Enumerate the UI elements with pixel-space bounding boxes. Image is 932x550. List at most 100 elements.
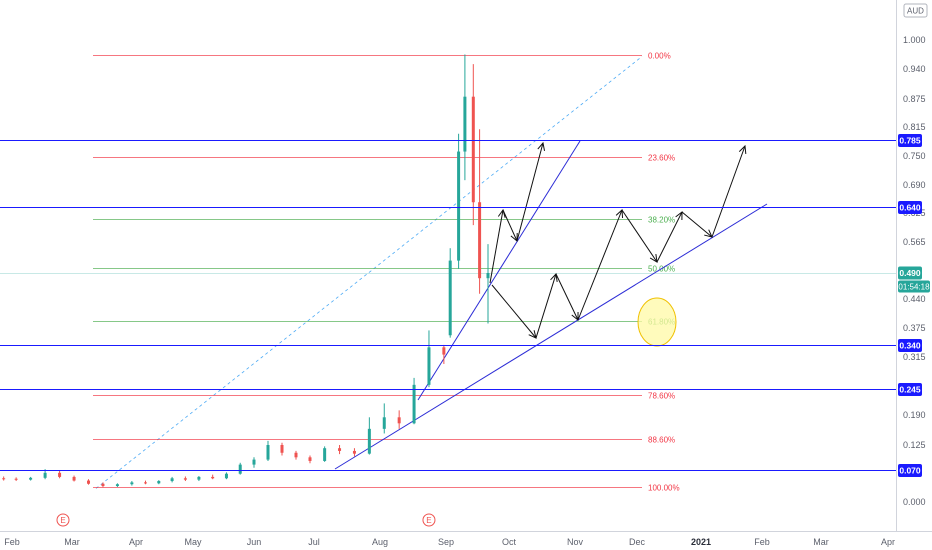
countdown-tag-label: 01:54:18 <box>898 283 930 292</box>
time-axis-tick-label: Dec <box>629 537 646 547</box>
horizontal-levels[interactable] <box>0 140 896 471</box>
candle-body <box>463 96 467 152</box>
time-axis-tick-label: May <box>184 537 202 547</box>
time-axis-tick-label: Mar <box>64 537 80 547</box>
candle-body <box>157 481 161 484</box>
level-price-tag-label: 0.070 <box>899 466 921 476</box>
long-support-trendline[interactable] <box>334 203 768 470</box>
level-price-tag-label: 0.640 <box>899 203 921 213</box>
candle-body <box>448 260 452 336</box>
candle-body <box>58 472 62 477</box>
earnings-event-marker-label: E <box>426 516 431 525</box>
earnings-event-marker-label: E <box>60 516 65 525</box>
candle-body <box>211 476 215 479</box>
time-axis[interactable]: Feb Mar Apr May Jun Jul Aug Sep Oct Nov Dec 2021 Feb… <box>4 513 895 547</box>
projection-arrow-segment[interactable] <box>555 273 579 321</box>
candle-body <box>308 457 312 461</box>
time-axis-tick-label: 2021 <box>691 537 711 547</box>
candle-body <box>170 478 174 482</box>
time-axis-tick-label: Sep <box>438 537 454 547</box>
price-axis-tick-label: 0.375 <box>903 323 926 333</box>
fib-diagonal-guide <box>95 56 643 489</box>
candle-body <box>266 445 270 460</box>
highlight-circle[interactable] <box>637 297 677 347</box>
time-axis-tick-label: Jul <box>308 537 320 547</box>
time-axis-tick-label: Aug <box>372 537 388 547</box>
steep-support-trendline[interactable] <box>417 140 581 401</box>
candle-body <box>367 428 371 454</box>
projection-arrow-segment[interactable] <box>489 209 504 284</box>
countdown-tag <box>898 280 930 293</box>
candle-body <box>427 347 431 385</box>
candle-body <box>115 484 119 487</box>
price-axis-tick-label: 0.190 <box>903 410 926 420</box>
fib-level-label: 0.00% <box>648 52 671 61</box>
price-axis-tick-label: 0.000 <box>903 497 926 507</box>
price-axis-tick-label: 0.315 <box>903 352 926 362</box>
price-axis-tick-label: 0.565 <box>903 237 926 247</box>
candle-body <box>382 417 386 429</box>
projection-arrow-segment[interactable] <box>535 273 557 339</box>
price-axis-tick-label: 0.125 <box>903 440 926 450</box>
candle-body <box>197 476 201 480</box>
fib-level-label: 23.60% <box>648 154 675 163</box>
candle-body <box>486 273 490 279</box>
level-price-tag <box>898 339 922 352</box>
candle-body <box>144 482 147 484</box>
projection-arrow-segment[interactable] <box>516 142 544 242</box>
price-axis-tick-label: 0.875 <box>903 94 926 104</box>
candle-body <box>442 347 446 355</box>
time-axis-tick-label: Oct <box>502 537 517 547</box>
projection-arrow-segment[interactable] <box>491 284 537 339</box>
candle-body <box>14 478 18 480</box>
currency-badge-label: AUD <box>907 7 924 16</box>
earnings-event-marker[interactable] <box>56 513 70 527</box>
fibonacci-retracement[interactable]: 0.00%23.60%38.20%50.00%61.80%78.60%88.60… <box>0 52 896 493</box>
level-price-tag <box>898 464 922 477</box>
candle-body <box>338 448 342 451</box>
candle-body <box>412 384 416 424</box>
candle-body <box>323 448 327 461</box>
time-axis-tick-label: Mar <box>813 537 829 547</box>
current-price-tag <box>898 266 922 280</box>
projection-arrow-segment[interactable] <box>711 145 746 238</box>
time-axis-tick-label: Apr <box>129 537 143 547</box>
time-axis-tick-label: Apr <box>881 537 895 547</box>
candle-body <box>29 477 33 480</box>
candle-body <box>478 202 482 279</box>
candle-body <box>101 483 105 487</box>
candle-body <box>224 473 228 479</box>
candle-body <box>457 151 461 261</box>
level-price-tag <box>898 383 922 396</box>
projection-arrow-segment[interactable] <box>577 209 623 321</box>
earnings-event-marker[interactable] <box>422 513 436 527</box>
level-price-tag-label: 0.340 <box>899 341 921 351</box>
candle-body <box>2 478 6 480</box>
projection-arrows[interactable] <box>489 141 747 339</box>
time-axis-tick-label: Jun <box>247 537 262 547</box>
fib-level-label: 88.60% <box>648 436 675 445</box>
time-axis-tick-label: Feb <box>754 537 770 547</box>
level-price-tag-label: 0.785 <box>899 136 921 146</box>
price-axis-tick-label: 0.750 <box>903 151 926 161</box>
price-tags: 0.785 0.640 0.340 0.245 0.070 0.490 01:54:18 <box>898 134 930 477</box>
currency-badge[interactable]: AUD <box>903 3 928 18</box>
fib-level-label: 38.20% <box>648 216 675 225</box>
projection-arrowhead <box>738 144 747 155</box>
candle-body <box>280 445 284 453</box>
candle-body <box>471 96 475 203</box>
candle-body <box>238 464 242 474</box>
time-axis-tick-label: Nov <box>567 537 584 547</box>
projection-arrow-segment[interactable] <box>621 209 658 263</box>
price-axis-tick-label: 0.940 <box>903 64 926 74</box>
projection-arrowhead <box>537 141 546 151</box>
candle-body <box>397 417 401 424</box>
level-price-tag-label: 0.245 <box>899 385 921 395</box>
projection-arrow-segment[interactable] <box>681 211 713 238</box>
price-axis-tick-label: 0.440 <box>903 294 926 304</box>
candle-body <box>72 476 76 481</box>
projection-arrow-segment[interactable] <box>502 209 518 242</box>
projection-arrow-segment[interactable] <box>656 211 683 263</box>
